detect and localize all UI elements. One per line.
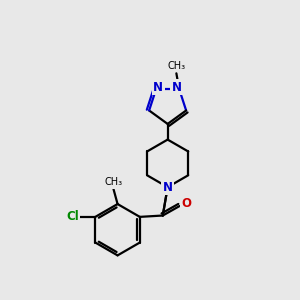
Text: N: N — [153, 81, 164, 94]
Text: CH₃: CH₃ — [167, 61, 185, 71]
Text: N: N — [163, 181, 172, 194]
Text: Cl: Cl — [66, 210, 79, 224]
Text: O: O — [181, 197, 191, 210]
Text: N: N — [172, 81, 182, 94]
Text: CH₃: CH₃ — [104, 177, 123, 188]
Text: N: N — [163, 181, 172, 194]
